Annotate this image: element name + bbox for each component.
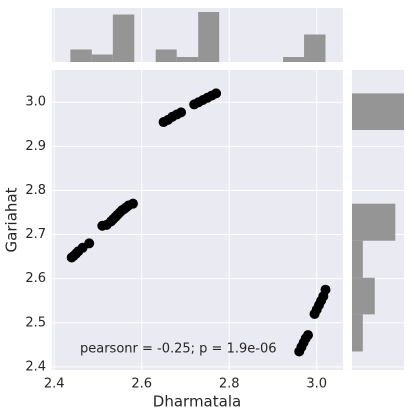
y-tick-label: 2.5	[25, 315, 46, 330]
y-tick-label: 2.7	[25, 227, 46, 242]
histogram-bar	[70, 49, 92, 62]
marks: pearsonr = -0.25; p = 1.9e-06	[66, 12, 404, 357]
y-tick-label: 2.4	[25, 359, 46, 374]
y-tick-label: 3.0	[25, 95, 46, 110]
point	[320, 284, 331, 295]
point	[84, 238, 95, 249]
x-tick-label: 3.0	[306, 377, 327, 392]
point	[127, 198, 138, 209]
x-tick-label: 2.4	[44, 377, 65, 392]
histogram-bar	[352, 277, 375, 315]
x-tick-label: 2.8	[219, 377, 240, 392]
y-axis-label: Gariahat	[3, 187, 21, 252]
histogram-bar	[155, 49, 177, 62]
histogram-bar	[352, 203, 396, 241]
histogram-bar	[198, 12, 220, 62]
point	[176, 107, 187, 118]
histogram-bar	[112, 14, 135, 62]
y-tick-label: 2.9	[25, 139, 46, 154]
histogram-bar	[304, 34, 326, 62]
grid	[52, 8, 404, 370]
x-tick-label: 2.6	[131, 377, 152, 392]
point	[302, 330, 313, 341]
plot-area	[52, 70, 343, 370]
y-tick-label: 2.6	[25, 271, 46, 286]
histogram-bar	[352, 314, 363, 352]
point	[211, 88, 222, 99]
x-axis-label: Dharmatala	[153, 393, 241, 411]
annotation: pearsonr = -0.25; p = 1.9e-06	[80, 342, 277, 357]
histogram-bar	[91, 54, 113, 62]
y-tick-label: 2.8	[25, 183, 46, 198]
histogram-bar	[176, 57, 199, 62]
histogram-bar	[352, 93, 404, 130]
histogram-bar	[352, 240, 363, 278]
histogram-bar	[283, 57, 305, 62]
top-margin-area	[52, 8, 343, 62]
